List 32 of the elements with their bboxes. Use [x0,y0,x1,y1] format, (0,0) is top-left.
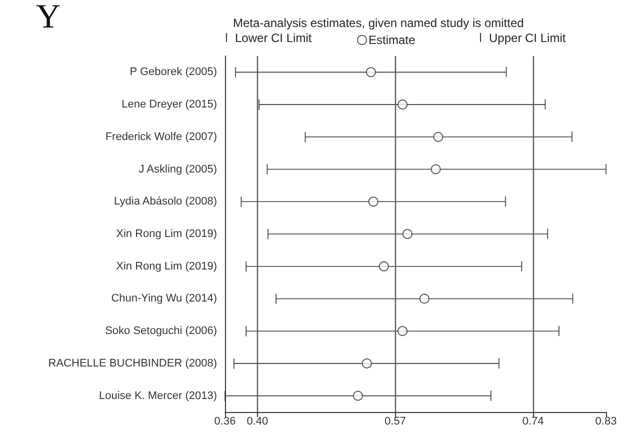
text: Lower CI Limit [235,31,312,45]
point [368,196,378,207]
y-tick-label: Xin Rong Lim (2019) [116,228,217,240]
point [366,67,376,78]
point [378,261,389,272]
y-tick-label: Frederick Wolfe (2007) [105,130,217,143]
point [362,358,372,368]
y-tick-label: Louise K. Mercer (2013) [99,390,217,402]
chart-title: Meta-analysis estimates, given named study is omitted [233,16,524,30]
y-tick-label: Soko Setoguchi (2006) [105,325,217,338]
point [352,390,363,401]
y-tick-label: P Geborek (2005) [130,66,217,78]
x-tick-label: 0.74 [522,416,544,428]
y-tick-label: Lydia Abásolo (2008) [114,196,217,208]
legend-label: Estimate [368,33,416,47]
x-tick-label: 0.40 [246,416,268,428]
point [402,229,412,239]
y-tick-label: RACHELLE BUCHBINDER (2008) [48,357,217,370]
point [398,100,408,110]
y-tick-label: Chun-Ying Wu (2014) [111,292,217,305]
point [430,164,441,174]
x-tick-label: 0.36 [214,416,236,428]
point [419,294,430,304]
x-tick-label: 0.57 [384,416,406,428]
x-tick-label: 0.83 [595,416,617,428]
y-tick-label: J Askling (2005) [138,163,217,176]
point [433,132,444,142]
point [398,326,408,336]
y-tick-label: Lene Dreyer (2015) [122,98,217,111]
y-tick-label: Xin Rong Lim (2019) [116,260,217,272]
text: Upper CI Limit [489,31,566,45]
text: Y [36,0,61,36]
